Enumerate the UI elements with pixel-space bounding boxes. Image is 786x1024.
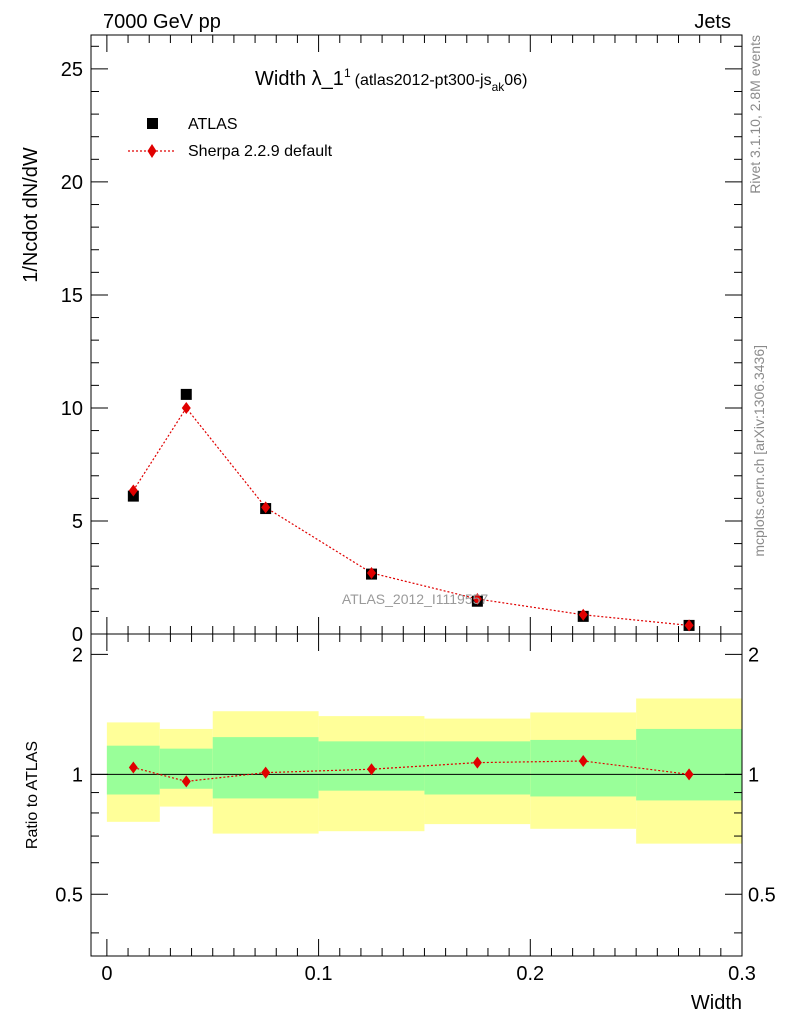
main-sherpa-point-0 — [128, 484, 138, 497]
title-sub: ak — [492, 80, 506, 94]
ratio-plot-frame — [90, 633, 743, 957]
ratio-ytick-label-right-0: 0.5 — [748, 884, 776, 906]
band-inner-5 — [530, 739, 637, 797]
main-sherpa-point-1 — [181, 401, 191, 414]
main-ytick-label-4: 20 — [61, 172, 83, 194]
title-paren-close: 06) — [504, 72, 527, 89]
ratio-sherpa-point-5 — [578, 755, 588, 768]
legend-label-atlas: ATLAS — [188, 116, 238, 133]
side-label-rivet: Rivet 3.1.10, 2.8M events — [747, 35, 763, 194]
legend-marker-sherpa — [147, 144, 157, 158]
axis-ticks — [91, 35, 743, 956]
chart-title: Width λ_11 (atlas2012-pt300-jsak06) — [255, 66, 527, 94]
legend-label-sherpa: Sherpa 2.2.9 default — [188, 143, 333, 160]
main-atlas-point-1 — [180, 388, 192, 400]
legend: ATLAS Sherpa 2.2.9 default — [128, 116, 333, 160]
main-sherpa-point-4 — [472, 592, 482, 605]
ratio-sherpa-point-3 — [367, 763, 377, 776]
ratio-sherpa-point-6 — [684, 768, 694, 781]
main-ylabel: 1/Ncdot dN/dW — [20, 147, 42, 283]
main-sherpa-point-3 — [367, 566, 377, 579]
title-main: Width λ_1 — [255, 68, 344, 90]
main-ytick-label-2: 10 — [61, 398, 83, 420]
xtick-label-0: 0 — [101, 963, 112, 985]
main-ytick-label-5: 25 — [61, 59, 83, 81]
main-sherpa-point-6 — [684, 619, 694, 632]
main-sherpa-point-5 — [578, 608, 588, 621]
title-sup: 1 — [344, 66, 351, 80]
side-label-mcplots: mcplots.cern.ch [arXiv:1306.3436] — [751, 345, 767, 557]
header-left: 7000 GeV pp — [103, 11, 221, 33]
ratio-ylabel: Ratio to ATLAS — [24, 741, 41, 849]
main-sherpa-point-2 — [261, 501, 271, 514]
xtick-label-1: 0.1 — [305, 963, 333, 985]
header-right: Jets — [694, 11, 731, 33]
xtick-label-3: 0.3 — [728, 963, 756, 985]
legend-marker-atlas — [147, 118, 158, 129]
ratio-sherpa-point-2 — [261, 766, 271, 779]
ratio-ytick-label-left-2: 2 — [72, 644, 83, 666]
ratio-ytick-label-left-0: 0.5 — [55, 884, 83, 906]
ratio-sherpa-point-1 — [181, 775, 191, 788]
ratio-ytick-label-right-2: 2 — [748, 644, 759, 666]
watermark: ATLAS_2012_I1119557 — [342, 591, 489, 607]
ratio-sherpa-point-4 — [472, 756, 482, 769]
xtick-label-2: 0.2 — [516, 963, 544, 985]
title-paren-open: (atlas2012-pt300-js — [355, 72, 492, 89]
main-ytick-label-1: 5 — [72, 511, 83, 533]
band-inner-6 — [636, 728, 742, 801]
ratio-sherpa-point-0 — [128, 761, 138, 774]
main-ytick-label-3: 15 — [61, 285, 83, 307]
ratio-ytick-label-left-1: 1 — [72, 764, 83, 786]
main-ytick-label-0: 0 — [72, 624, 83, 646]
ratio-ytick-label-right-1: 1 — [748, 764, 759, 786]
ratio-bands — [106, 698, 742, 844]
xlabel: Width — [691, 992, 742, 1014]
